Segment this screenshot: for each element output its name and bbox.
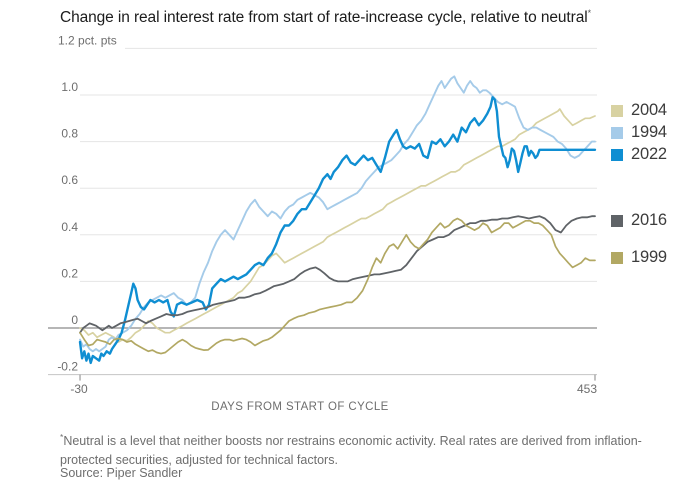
y-tick-label: 1.0 (61, 80, 78, 94)
y-axis-tick-labels: 1.2 pct. pts 1.0 0.8 0.6 0.4 0.2 0 -0.2 (57, 33, 116, 373)
y-tick-label: 0.2 (61, 266, 78, 280)
chart-title: Change in real interest rate from start … (60, 8, 660, 27)
x-tick-label: 453 (577, 382, 597, 396)
x-axis-title: DAYS FROM START OF CYCLE (211, 401, 388, 413)
x-tick-label: -30 (70, 382, 88, 396)
gridlines (48, 47, 597, 376)
source-line: Source: Piper Sandler (60, 466, 183, 480)
series-line-2022 (78, 96, 597, 365)
footnote-mark: * (60, 432, 64, 442)
y-tick-label: 0.8 (61, 127, 78, 141)
series-line-1999 (79, 217, 596, 355)
series-line-2004 (79, 108, 596, 343)
series-line-1994 (79, 75, 596, 353)
y-tick-label: 0.6 (61, 173, 78, 187)
x-axis: -30 453 (70, 374, 597, 396)
y-tick-label: 1.2 pct. pts (58, 33, 117, 47)
chart-title-text: Change in real interest rate from start … (60, 9, 588, 27)
footnote: *Neutral is a level that neither boosts … (60, 428, 672, 470)
y-tick-label: -0.2 (57, 360, 78, 374)
chart-series-lines (78, 75, 597, 365)
footnote-text: Neutral is a level that neither boosts n… (60, 434, 642, 468)
y-tick-label: 0 (71, 313, 78, 327)
series-line-2016 (79, 215, 596, 334)
title-footnote-mark: * (587, 8, 592, 18)
y-tick-label: 0.4 (61, 220, 78, 234)
